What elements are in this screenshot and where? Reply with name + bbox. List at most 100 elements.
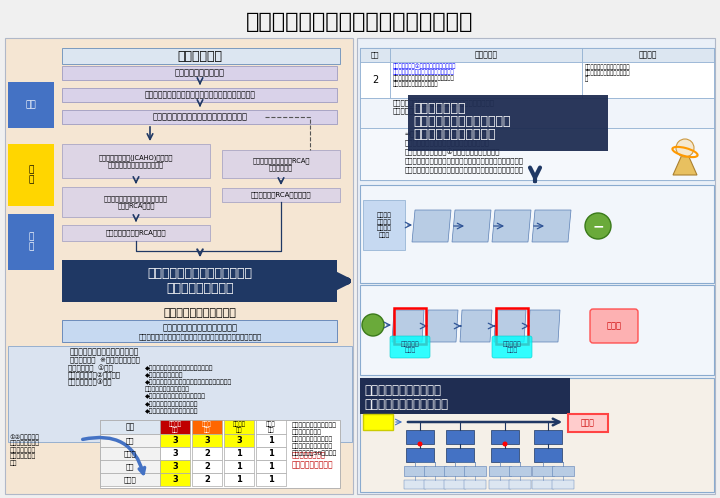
FancyBboxPatch shape [590,309,638,343]
Text: 1: 1 [268,475,274,484]
Bar [5,38,353,494]
Bar [222,188,340,202]
Bar [160,473,190,486]
Bar [582,48,714,62]
Text: 理・原則「または、発生させないための原: 理・原則「または、発生させないための原 [393,75,455,81]
Bar [464,480,486,489]
Text: 2: 2 [204,475,210,484]
Text: ＲＣＡを実施するかどうかの検討: ＲＣＡを実施するかどうかの検討 [163,324,238,333]
Text: 軽度の
影響: 軽度の 影響 [266,421,276,433]
Bar [552,480,574,489]
Bar [100,447,160,460]
Text: ごく稀: ごく稀 [124,476,136,483]
Text: 2: 2 [204,462,210,471]
Text: 捉え、機能差異をハッキリさせ: 捉え、機能差異をハッキリさせ [585,70,631,76]
Bar [491,430,519,444]
Bar [160,447,190,460]
Text: 1: 1 [268,462,274,471]
Text: 3: 3 [172,462,178,471]
Bar [363,200,405,250]
Text: をもとに最初の「なぜ①」を導き出して下さい。: をもとに最初の「なぜ①」を導き出して下さい。 [405,148,500,155]
Text: 破壊的な
影響: 破壊的な 影響 [168,421,181,433]
Bar [360,62,390,98]
Text: ◆発生すると患者への影響が大きい事例: ◆発生すると患者への影響が大きい事例 [145,365,214,371]
Bar [256,447,286,460]
Text: 因果関係を把握するための品質管理手法として広がる: 因果関係を把握するための品質管理手法として広がる [145,91,256,100]
Bar [360,48,390,62]
Bar [360,378,714,492]
Bar [360,128,714,180]
Text: 3: 3 [204,436,210,445]
Text: ＮＯ: ＮＯ [371,52,379,58]
Bar [534,448,562,462]
Text: 中程度の
影響: 中程度の 影響 [233,421,246,433]
Bar [509,480,531,489]
Text: 医療機能評価機場(JCAHO)が医療に
おける事例分析手法として採用: 医療機能評価機場(JCAHO)が医療に おける事例分析手法として採用 [99,154,174,168]
Text: ルール内容: ルール内容 [474,50,498,59]
Bar [192,460,222,473]
Text: ＲＣＡを実施するかどうかの視点: ＲＣＡを実施するかどうかの視点 [70,348,140,357]
Circle shape [585,213,611,239]
Text: 各業界で簡便な品質管理手法として広がる: 各業界で簡便な品質管理手法として広がる [153,113,248,122]
Bar [509,466,531,476]
Bar [360,378,570,414]
Circle shape [503,442,508,447]
Bar [360,285,714,375]
Text: 日本: 日本 [26,101,37,110]
Text: ◆一般化することで他の事例の再発防止として共有: ◆一般化することで他の事例の再発防止として共有 [145,379,233,385]
Bar [406,448,434,462]
Bar [8,82,54,128]
Bar [62,66,337,80]
Polygon shape [528,310,560,342]
Bar [496,308,528,344]
Text: ◆医療機器が関係している事例: ◆医療機器が関係している事例 [145,408,199,414]
FancyBboxPatch shape [390,336,430,358]
Text: 対してＲＣＡを実施: 対してＲＣＡを実施 [292,461,333,470]
Text: 頻繁　：しばしば起こり、: 頻繁 ：しばしば起こり、 [292,422,337,428]
Text: る: る [585,76,588,82]
Bar [360,98,714,128]
Bar [394,308,426,344]
Bar [224,434,254,447]
Text: 「ソフトク　　　　　　　　　　　　　　ームリーム: 「ソフトク ームリーム [393,100,495,106]
Bar [658,130,712,178]
Bar [357,38,715,494]
Bar [491,448,519,462]
Polygon shape [532,210,571,242]
Text: 医療業界におけるＲＣＡ: 医療業界におけるＲＣＡ [163,308,236,318]
Text: する事が望む場合（略）: する事が望む場合（略） [145,386,190,392]
Text: たまに: たまに [124,450,136,457]
Bar [489,480,511,489]
Bar [100,420,160,434]
Text: 1: 1 [268,436,274,445]
Text: 模造紙を使い、グループ: 模造紙を使い、グループ [364,383,441,396]
Bar [192,420,222,434]
Bar [256,420,286,434]
Text: 不具合: 不具合 [581,418,595,427]
Bar [160,460,190,473]
Bar [8,214,54,270]
Bar [224,460,254,473]
Bar [100,434,160,447]
Bar [160,434,190,447]
Text: 分析対象外と  ※犯罪に関わる事例: 分析対象外と ※犯罪に関わる事例 [70,357,140,364]
Polygon shape [492,210,531,242]
Circle shape [362,314,384,336]
Bar [424,466,446,476]
FancyBboxPatch shape [492,336,532,358]
Bar [363,414,393,430]
Bar [100,420,340,488]
Polygon shape [673,148,697,175]
Text: ⇒アイスクリームをコーンに乗せていく原理: ⇒アイスクリームをコーンに乗せていく原理 [405,130,492,137]
Bar [534,430,562,444]
Bar [446,430,474,444]
Bar [532,466,554,476]
Bar [532,480,554,489]
Bar [8,346,352,442]
Text: 不具合: 不具合 [606,322,621,331]
Bar [192,447,222,460]
Bar [62,187,210,217]
Circle shape [418,442,423,447]
Bar [390,48,582,62]
Text: −: − [592,219,604,233]
